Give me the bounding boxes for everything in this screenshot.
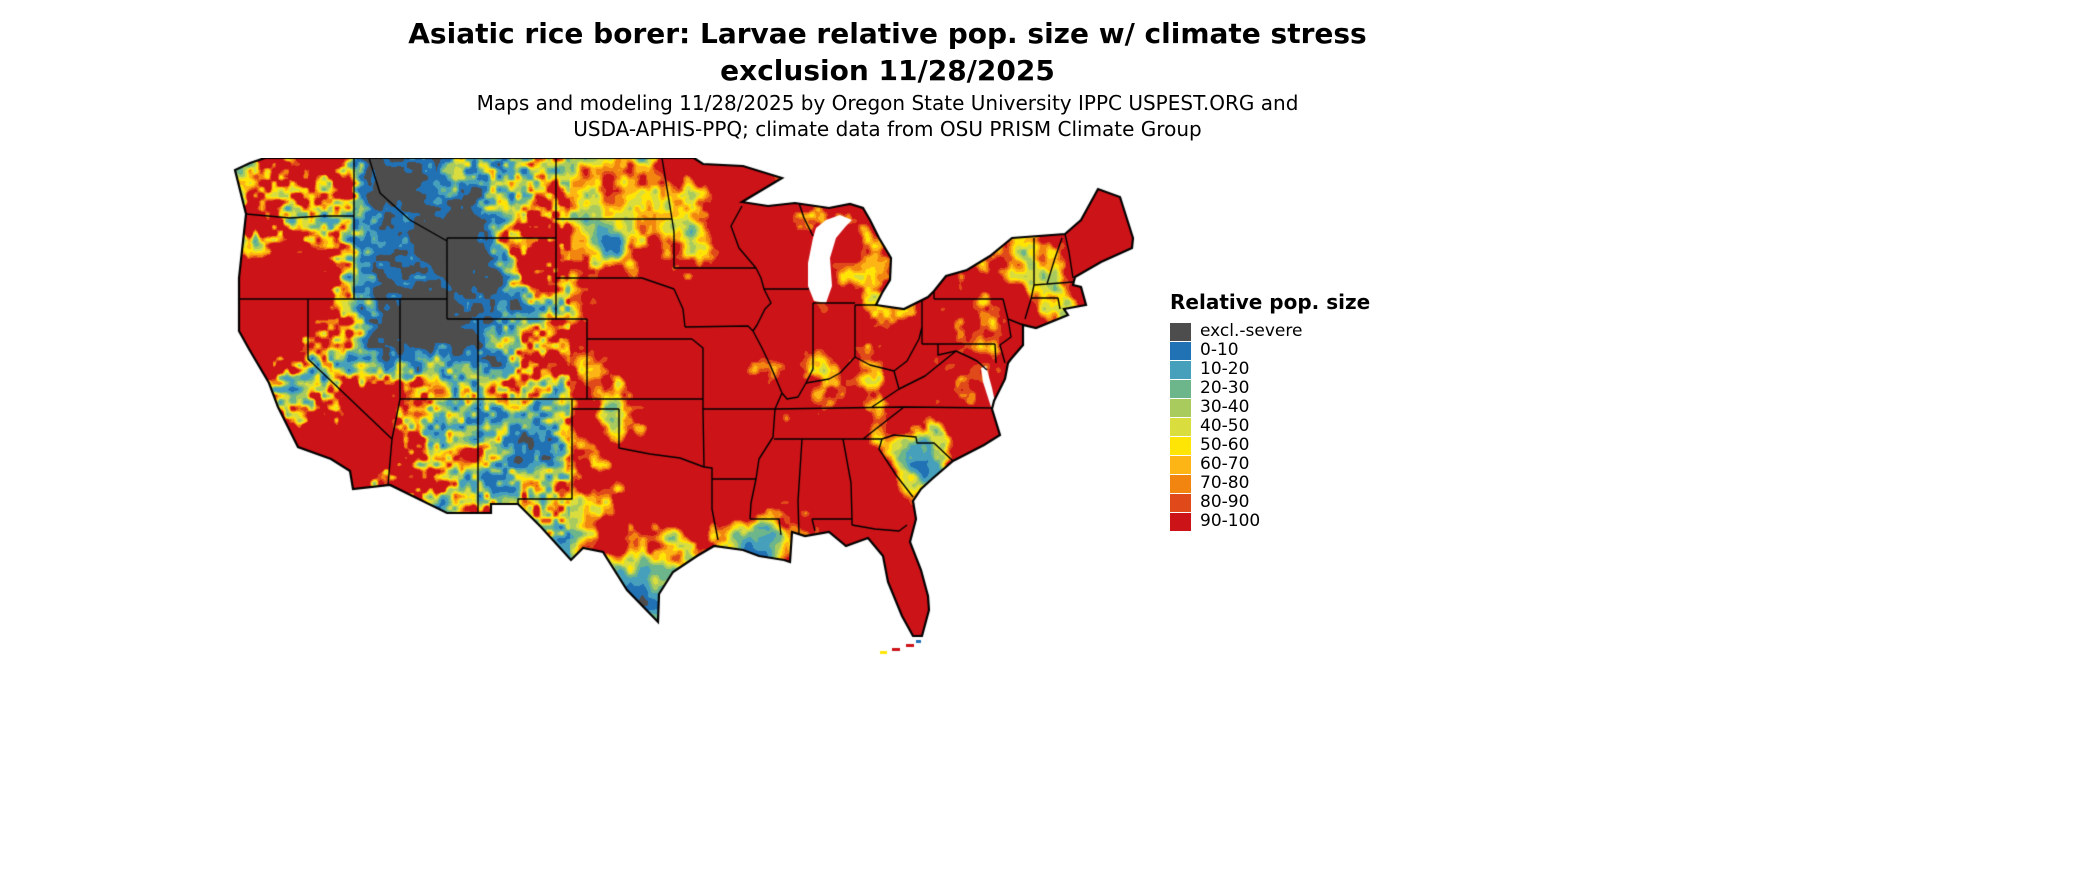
- legend-swatch: [1170, 493, 1191, 512]
- legend-item: 80-90: [1170, 493, 1430, 512]
- legend-swatch: [1170, 379, 1191, 398]
- legend-swatch: [1170, 360, 1191, 379]
- legend-item: 20-30: [1170, 379, 1430, 398]
- page-subtitle-line1: Maps and modeling 11/28/2025 by Oregon S…: [476, 91, 1299, 115]
- legend-swatch: [1170, 455, 1191, 474]
- legend-swatch: [1170, 322, 1191, 341]
- page-title-line2: exclusion 11/28/2025: [720, 53, 1055, 87]
- page-subtitle: Maps and modeling 11/28/2025 by Oregon S…: [0, 90, 1775, 142]
- page-title-line1: Asiatic rice borer: Larvae relative pop.…: [408, 17, 1367, 50]
- legend-label: excl.-severe: [1200, 321, 1303, 341]
- legend-title: Relative pop. size: [1170, 290, 1371, 314]
- legend-item: 50-60: [1170, 436, 1430, 455]
- legend-label: 40-50: [1200, 416, 1250, 436]
- legend-swatch: [1170, 474, 1191, 493]
- legend-label: 90-100: [1200, 511, 1261, 531]
- legend-label: 10-20: [1200, 359, 1250, 379]
- legend-label: 30-40: [1200, 397, 1250, 417]
- legend-swatch: [1170, 398, 1191, 417]
- legend-swatch: [1170, 512, 1191, 531]
- legend-item: 90-100: [1170, 512, 1430, 531]
- map-legend: Relative pop. size excl.-severe 0-10 10-20…: [1170, 290, 1430, 531]
- legend-label: 0-10: [1200, 340, 1239, 360]
- legend-label: 70-80: [1200, 473, 1250, 493]
- legend-label: 60-70: [1200, 454, 1250, 474]
- legend-swatch: [1170, 341, 1191, 360]
- legend-item: 70-80: [1170, 474, 1430, 493]
- legend-item: 0-10: [1170, 341, 1430, 360]
- legend-label: 80-90: [1200, 492, 1250, 512]
- legend-swatch: [1170, 417, 1191, 436]
- legend-item: excl.-severe: [1170, 322, 1430, 341]
- legend-item: 30-40: [1170, 398, 1430, 417]
- legend-label: 20-30: [1200, 378, 1250, 398]
- legend-item: 40-50: [1170, 417, 1430, 436]
- legend-items: excl.-severe 0-10 10-20 20-30 30-40 40-50 50-6…: [1170, 322, 1430, 531]
- legend-swatch: [1170, 436, 1191, 455]
- us-map-canvas: [230, 158, 1140, 660]
- page-title: Asiatic rice borer: Larvae relative pop.…: [0, 16, 1775, 90]
- legend-label: 50-60: [1200, 435, 1250, 455]
- legend-item: 60-70: [1170, 455, 1430, 474]
- legend-item: 10-20: [1170, 360, 1430, 379]
- page-subtitle-line2: USDA-APHIS-PPQ; climate data from OSU PR…: [573, 117, 1202, 141]
